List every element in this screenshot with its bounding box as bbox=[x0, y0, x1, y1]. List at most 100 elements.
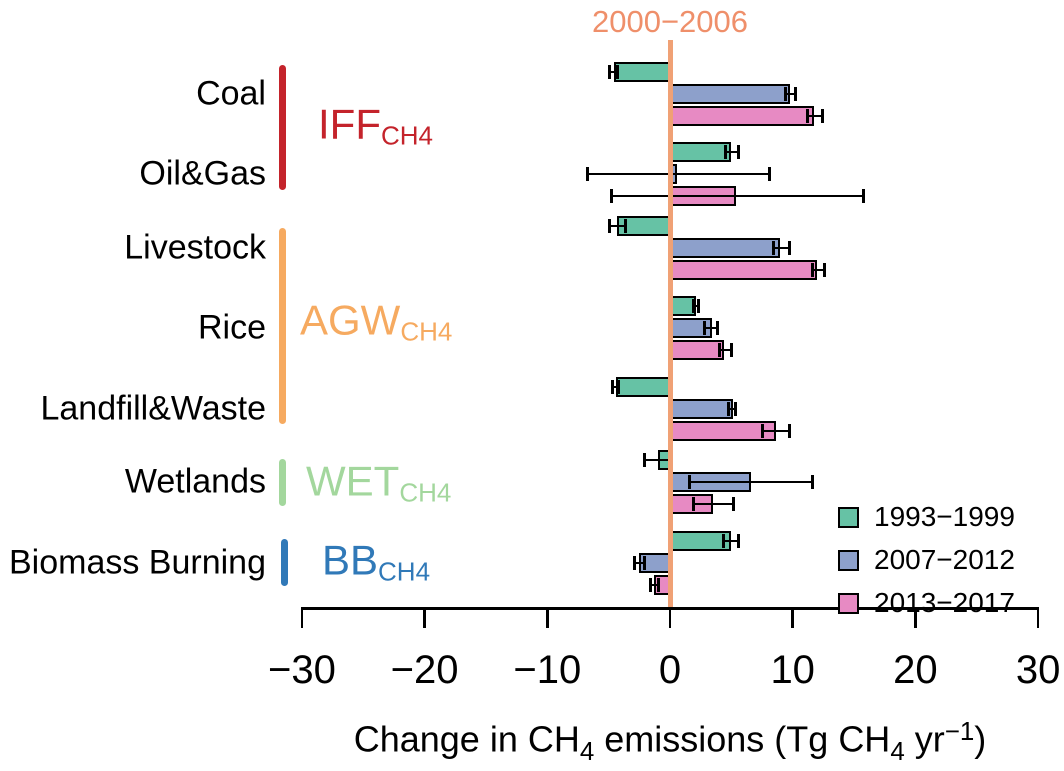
x-axis-title: Change in CH4 emissions (Tg CH4 yr−1) bbox=[354, 718, 987, 767]
error-cap-lo-rice-1993-1999 bbox=[691, 299, 695, 313]
x-axis-title-part-6: ) bbox=[974, 718, 987, 760]
error-cap-hi-biomass-burning-2007-2012 bbox=[642, 556, 646, 570]
x-axis-title-part-1: 4 bbox=[579, 737, 595, 766]
category-label-livestock: Livestock bbox=[124, 228, 266, 267]
error-cap-hi-landfill-waste-2007-2012 bbox=[733, 402, 737, 416]
bar-landfill-waste-2007-2012 bbox=[670, 399, 733, 419]
error-bar-biomass-burning-2007-2012 bbox=[634, 561, 645, 565]
error-cap-hi-landfill-waste-2013-2017 bbox=[787, 424, 791, 438]
x-tick-label-20: 20 bbox=[893, 648, 938, 692]
error-cap-hi-biomass-burning-1993-1999 bbox=[737, 534, 741, 548]
error-cap-hi-livestock-2007-2012 bbox=[787, 241, 791, 255]
x-tick-neg-20 bbox=[423, 607, 426, 628]
error-bar-landfill-waste-1993-1999 bbox=[612, 385, 619, 389]
error-cap-lo-biomass-burning-2013-2017 bbox=[648, 578, 652, 592]
error-cap-hi-rice-1993-1999 bbox=[696, 299, 700, 313]
legend-label-2007-2012: 2007−2012 bbox=[874, 544, 1015, 575]
group-label-subscript-agw-ch4: CH4 bbox=[400, 316, 453, 347]
category-label-coal: Coal bbox=[196, 74, 266, 113]
x-tick-neg-30 bbox=[300, 607, 304, 628]
error-cap-hi-biomass-burning-2013-2017 bbox=[657, 578, 661, 592]
error-bar-rice-2007-2012 bbox=[704, 326, 718, 330]
error-cap-hi-wetlands-2007-2012 bbox=[810, 475, 814, 489]
group-bar-iff-ch4 bbox=[279, 65, 286, 190]
error-cap-lo-coal-1993-1999 bbox=[608, 65, 612, 79]
bar-livestock-2007-2012 bbox=[670, 238, 781, 258]
legend-swatch-1993-1999 bbox=[838, 506, 859, 528]
error-bar-rice-1993-1999 bbox=[693, 304, 699, 308]
error-cap-hi-coal-2007-2012 bbox=[793, 87, 797, 101]
legend-item-2013-2017: 2013−2017 bbox=[838, 587, 1015, 619]
error-bar-wetlands-1993-1999 bbox=[644, 458, 672, 462]
error-cap-lo-wetlands-1993-1999 bbox=[642, 453, 646, 467]
error-cap-hi-coal-1993-1999 bbox=[615, 65, 619, 79]
x-tick-label-10: 10 bbox=[770, 648, 815, 692]
error-cap-lo-coal-2013-2017 bbox=[805, 109, 809, 123]
error-cap-lo-oil-gas-2007-2012 bbox=[586, 167, 590, 181]
error-cap-lo-landfill-waste-2013-2017 bbox=[760, 424, 764, 438]
x-axis-title-part-4: yr bbox=[904, 718, 945, 760]
group-label-bb-ch4: BBCH4 bbox=[322, 537, 430, 588]
group-bar-agw-ch4 bbox=[279, 228, 286, 424]
category-label-landfill-waste: Landfill&Waste bbox=[40, 389, 266, 428]
group-label-agw-ch4: AGWCH4 bbox=[300, 297, 452, 348]
error-cap-hi-rice-2007-2012 bbox=[716, 321, 720, 335]
category-label-rice: Rice bbox=[197, 308, 266, 347]
legend-item-2007-2012: 2007−2012 bbox=[838, 544, 1015, 576]
bar-landfill-waste-1993-1999 bbox=[616, 377, 670, 397]
x-tick-0 bbox=[668, 607, 672, 628]
bar-livestock-2013-2017 bbox=[670, 260, 818, 280]
error-cap-lo-rice-2007-2012 bbox=[702, 321, 706, 335]
error-bar-livestock-1993-1999 bbox=[609, 224, 626, 228]
error-cap-hi-rice-2013-2017 bbox=[729, 343, 733, 357]
legend-swatch-2007-2012 bbox=[838, 549, 859, 571]
error-cap-hi-wetlands-2013-2017 bbox=[732, 497, 736, 511]
error-bar-biomass-burning-2013-2017 bbox=[650, 583, 659, 587]
error-cap-lo-wetlands-2007-2012 bbox=[688, 475, 692, 489]
error-cap-lo-biomass-burning-1993-1999 bbox=[722, 534, 726, 548]
x-tick-label-0: 0 bbox=[658, 648, 682, 692]
group-label-main-iff-ch4: IFF bbox=[318, 100, 381, 148]
group-label-subscript-iff-ch4: CH4 bbox=[380, 120, 433, 151]
error-cap-lo-biomass-burning-2007-2012 bbox=[632, 556, 636, 570]
x-tick-30 bbox=[1036, 607, 1040, 628]
error-bar-oil-gas-2013-2017 bbox=[611, 194, 864, 198]
error-cap-hi-livestock-1993-1999 bbox=[624, 219, 628, 233]
error-bar-oil-gas-2007-2012 bbox=[587, 172, 770, 176]
x-axis-title-part-2: emissions (Tg CH bbox=[594, 718, 891, 760]
category-label-biomass-burning: Biomass Burning bbox=[8, 543, 266, 582]
error-bar-biomass-burning-1993-1999 bbox=[723, 539, 739, 543]
error-cap-lo-livestock-2013-2017 bbox=[810, 263, 814, 277]
category-label-oil-gas: Oil&Gas bbox=[139, 154, 266, 193]
error-cap-hi-livestock-2013-2017 bbox=[823, 263, 827, 277]
x-tick-20 bbox=[914, 607, 917, 628]
legend-swatch-2013-2017 bbox=[838, 592, 859, 614]
x-tick-neg-10 bbox=[546, 607, 549, 628]
error-bar-rice-2013-2017 bbox=[719, 348, 732, 352]
error-cap-lo-landfill-waste-1993-1999 bbox=[610, 380, 614, 394]
error-bar-livestock-2013-2017 bbox=[812, 268, 825, 272]
error-bar-wetlands-2007-2012 bbox=[689, 480, 813, 484]
legend-item-1993-1999: 1993−1999 bbox=[838, 501, 1015, 533]
x-tick-label-neg-20: −20 bbox=[390, 648, 459, 692]
error-bar-coal-2013-2017 bbox=[807, 114, 823, 118]
bar-coal-1993-1999 bbox=[613, 62, 670, 82]
error-bar-landfill-waste-2007-2012 bbox=[728, 407, 736, 411]
error-cap-hi-oil-gas-2013-2017 bbox=[862, 189, 866, 203]
error-bar-livestock-2007-2012 bbox=[773, 246, 789, 250]
error-cap-lo-rice-2013-2017 bbox=[717, 343, 721, 357]
group-label-wet-ch4: WETCH4 bbox=[306, 458, 451, 509]
bar-coal-2007-2012 bbox=[670, 84, 791, 104]
reference-line bbox=[667, 40, 673, 607]
x-axis-title-part-3: 4 bbox=[890, 737, 905, 766]
error-cap-lo-livestock-2007-2012 bbox=[771, 241, 775, 255]
error-bar-wetlands-2013-2017 bbox=[693, 502, 734, 506]
x-tick-label-neg-10: −10 bbox=[513, 648, 582, 692]
error-cap-hi-oil-gas-1993-1999 bbox=[737, 145, 741, 159]
legend-label-1993-1999: 1993−1999 bbox=[874, 501, 1015, 532]
group-label-main-agw-ch4: AGW bbox=[300, 296, 401, 344]
group-label-subscript-bb-ch4: CH4 bbox=[378, 556, 431, 587]
error-cap-hi-oil-gas-2007-2012 bbox=[767, 167, 771, 181]
x-tick-label-30: 30 bbox=[1015, 648, 1061, 692]
